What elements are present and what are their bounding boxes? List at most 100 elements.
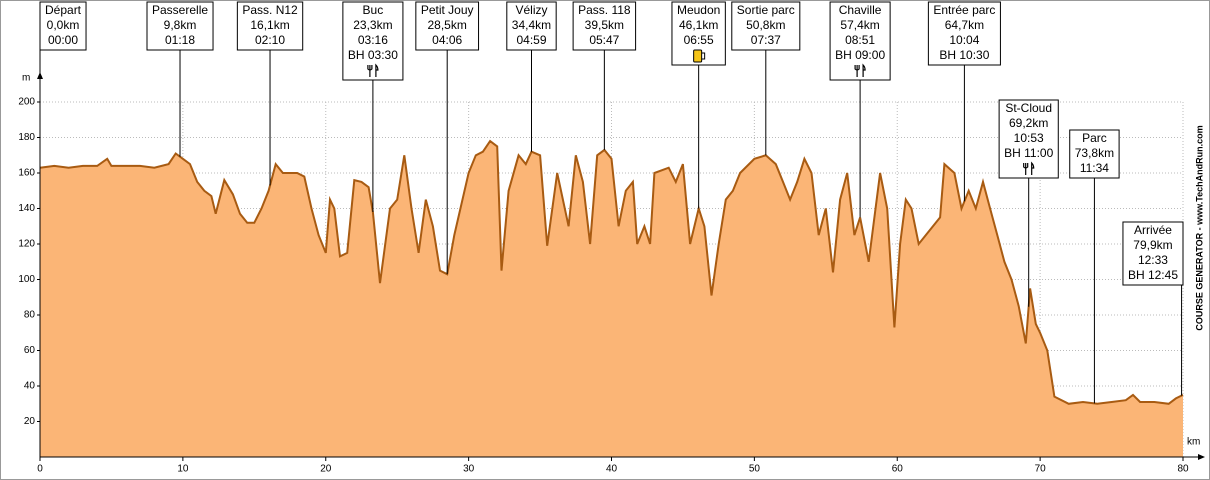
waypoint-text: Sortie parc <box>737 3 795 17</box>
waypoint-text: 46,1km <box>679 18 718 32</box>
y-tick-label: 60 <box>24 345 36 356</box>
waypoint-text: Vélizy <box>515 3 547 17</box>
waypoint-text: 03:16 <box>358 33 388 47</box>
x-tick-label: 20 <box>320 464 332 475</box>
waypoint-text: Pass. N12 <box>242 3 298 17</box>
y-tick-label: 20 <box>24 416 36 427</box>
area-fill <box>40 141 1183 457</box>
x-tick-label: 50 <box>749 464 761 475</box>
waypoint-box <box>927 1 1001 66</box>
waypoint-text: 50,8km <box>746 18 785 32</box>
y-tick-label: 160 <box>18 168 35 179</box>
y-tick-label: 40 <box>24 381 36 392</box>
waypoint-text: 01:18 <box>165 33 195 47</box>
waypoint-text: 04:06 <box>432 33 462 47</box>
beer-icon <box>693 49 703 63</box>
x-axis-arrow <box>1198 454 1205 460</box>
waypoint-text: Entrée parc <box>933 3 995 17</box>
waypoint-text: 00:00 <box>48 33 78 47</box>
waypoint-text: BH 11:00 <box>1004 146 1053 160</box>
x-tick-label: 0 <box>37 464 43 475</box>
waypoint-text: 73,8km <box>1075 146 1114 160</box>
waypoint-text: BH 09:00 <box>835 48 885 62</box>
waypoint-text: 79,9km <box>1133 238 1172 252</box>
y-tick-label: 80 <box>24 310 36 321</box>
x-tick-label: 10 <box>177 464 189 475</box>
x-axis-label: km <box>1187 437 1200 448</box>
beer-handle <box>701 52 706 60</box>
waypoint-text: 05:47 <box>589 33 619 47</box>
waypoint-text: Pass. 118 <box>578 3 631 17</box>
waypoint-box <box>415 1 480 51</box>
waypoint-text: 23,3km <box>353 18 392 32</box>
watermark: COURSE GENERATOR - www.TechAndRun.com <box>1194 125 1204 330</box>
waypoint-text: 02:10 <box>255 33 285 47</box>
waypoint-text: 04:59 <box>516 33 546 47</box>
waypoint-text: 64,7km <box>945 18 984 32</box>
y-tick-label: 140 <box>18 203 35 214</box>
food-icon <box>367 63 379 77</box>
waypoint-text: 12:33 <box>1138 253 1168 267</box>
waypoint-box <box>342 1 404 81</box>
x-tick-label: 60 <box>892 464 904 475</box>
waypoint-text: 9,8km <box>164 18 197 32</box>
y-axis-label: m <box>22 73 30 84</box>
waypoint-text: Chaville <box>839 3 882 17</box>
food-icon <box>854 63 866 77</box>
waypoint-text: St-Cloud <box>1005 101 1052 115</box>
waypoint-text: BH 12:45 <box>1128 268 1178 282</box>
waypoint-text: 10:53 <box>1014 131 1044 145</box>
waypoint-text: 0,0km <box>47 18 80 32</box>
waypoint-text: 08:51 <box>845 33 875 47</box>
y-tick-label: 120 <box>18 239 35 250</box>
waypoint-text: 28,5km <box>428 18 467 32</box>
waypoint-text: 16,1km <box>250 18 289 32</box>
waypoint-text: Buc <box>363 3 384 17</box>
waypoint-text: 57,4km <box>840 18 879 32</box>
x-tick-label: 40 <box>606 464 618 475</box>
waypoint-text: Arrivée <box>1134 223 1172 237</box>
waypoint-box <box>506 1 557 51</box>
x-tick-label: 30 <box>463 464 475 475</box>
waypoint-box <box>39 1 87 51</box>
waypoint-text: Départ <box>45 3 82 17</box>
waypoint-text: 39,5km <box>585 18 624 32</box>
y-tick-label: 180 <box>18 132 35 143</box>
waypoint-text: Passerelle <box>152 3 208 17</box>
waypoint-box <box>731 1 801 51</box>
waypoint-text: 10:04 <box>949 33 979 47</box>
waypoint-text: 06:55 <box>684 33 714 47</box>
waypoint-text: Meudon <box>677 3 720 17</box>
waypoint-box <box>829 1 891 81</box>
waypoint-box <box>1122 221 1184 286</box>
y-tick-label: 100 <box>18 274 35 285</box>
waypoint-text: BH 10:30 <box>939 48 989 62</box>
y-tick-label: 200 <box>18 97 35 108</box>
profile-line <box>39 139 1184 405</box>
waypoint-box <box>998 99 1059 179</box>
waypoint-text: BH 03:30 <box>348 48 398 62</box>
waypoint-text: 34,4km <box>512 18 551 32</box>
waypoint-text: Parc <box>1082 131 1107 145</box>
waypoint-text: 11:34 <box>1080 161 1109 175</box>
x-tick-label: 70 <box>1035 464 1047 475</box>
waypoint-text: Petit Jouy <box>421 3 474 17</box>
food-icon <box>1023 161 1035 175</box>
waypoint-box <box>671 1 726 66</box>
waypoint-text: 07:37 <box>751 33 781 47</box>
